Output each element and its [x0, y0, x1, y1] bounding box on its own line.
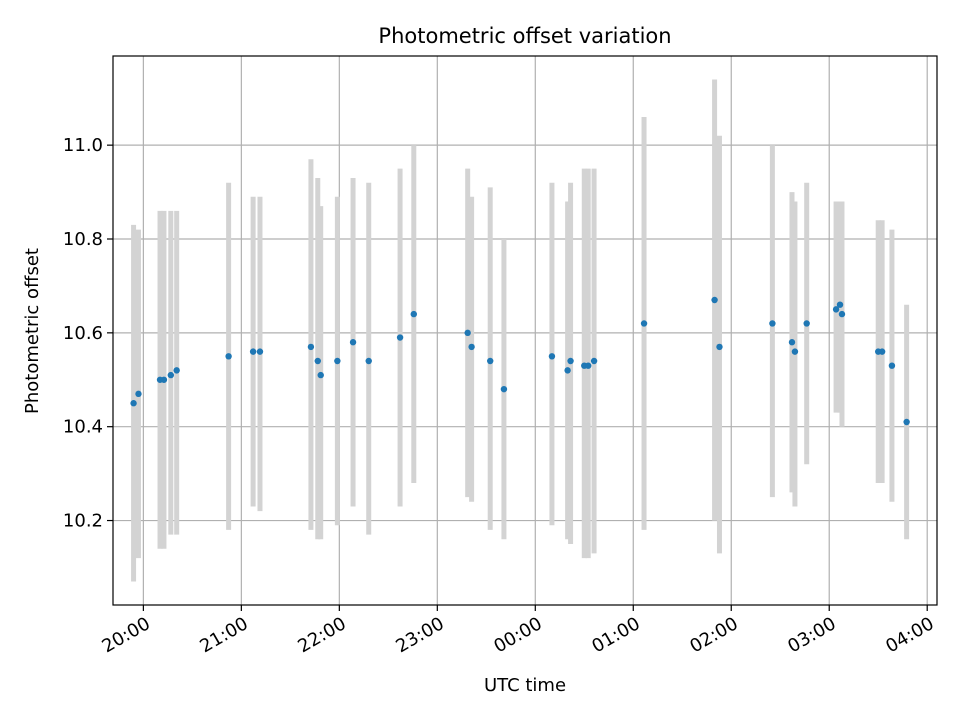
data-point: [167, 371, 175, 379]
data-point: [487, 357, 494, 365]
plot-area: [113, 56, 937, 605]
data-point: [716, 343, 723, 351]
x-axis-label: UTC time: [484, 675, 566, 696]
data-point: [878, 348, 886, 355]
data-point: [349, 339, 357, 346]
data-point: [567, 357, 574, 365]
data-point: [249, 348, 257, 355]
data-point: [838, 310, 846, 318]
y-axis-ticks: 10.2 10.4 10.6 10.8 11.0: [63, 135, 113, 532]
y-axis-label: Photometric offset: [22, 248, 43, 414]
data-point: [548, 353, 556, 360]
data-point: [584, 362, 592, 369]
y-tick-label: 10.2: [63, 511, 103, 532]
data-point: [832, 306, 840, 313]
data-point: [803, 320, 810, 327]
data-point: [365, 357, 372, 365]
data-point: [464, 329, 471, 337]
data-point: [396, 334, 404, 341]
data-point: [314, 357, 321, 365]
data-point: [468, 343, 475, 351]
data-point: [711, 296, 718, 304]
data-point: [410, 310, 417, 318]
data-point: [160, 376, 168, 383]
data-point: [500, 385, 508, 393]
y-tick-label: 10.6: [63, 323, 103, 344]
data-point: [888, 362, 896, 369]
data-point: [317, 371, 324, 379]
data-point: [334, 357, 341, 365]
data-point: [307, 343, 315, 351]
data-points: [130, 296, 910, 426]
data-point: [130, 400, 137, 407]
data-point: [836, 301, 844, 308]
data-point: [173, 367, 180, 374]
data-point: [225, 353, 232, 360]
data-point: [640, 320, 648, 327]
data-point: [256, 348, 264, 355]
y-tick-label: 10.8: [63, 229, 103, 250]
data-point: [564, 367, 571, 374]
data-point: [135, 390, 142, 398]
plot-frame: [112, 55, 938, 606]
data-point: [903, 418, 910, 426]
data-point: [590, 357, 598, 365]
data-point: [791, 348, 799, 355]
y-tick-label: 11.0: [63, 135, 103, 156]
chart-title: Photometric offset variation: [378, 24, 671, 48]
data-point: [769, 320, 776, 327]
y-tick-label: 10.4: [63, 417, 103, 438]
data-point: [788, 339, 796, 346]
